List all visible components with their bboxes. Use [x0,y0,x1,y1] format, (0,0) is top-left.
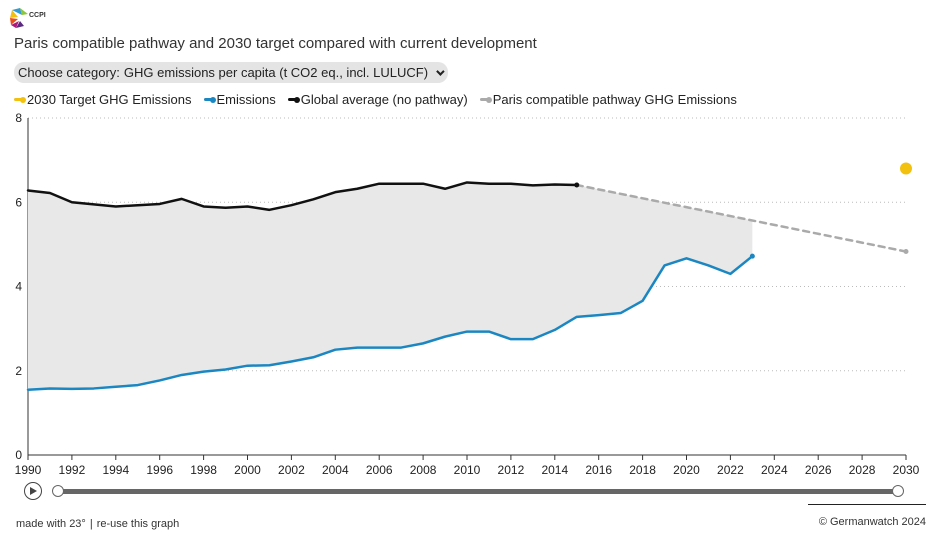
legend-label-paris: Paris compatible pathway GHG Emissions [492,92,737,107]
x-tick-label: 2018 [629,463,656,477]
legend-swatch-icon [479,96,492,103]
x-tick-label: 2020 [673,463,700,477]
chart-title: Paris compatible pathway and 2030 target… [14,35,537,52]
target-2030-point [900,162,912,175]
legend-swatch-icon [287,96,300,103]
legend-label-target: 2030 Target GHG Emissions [27,92,192,107]
x-tick-label: 2004 [322,463,349,477]
legend-label-global: Global average (no pathway) [300,92,468,107]
x-tick-label: 2000 [234,463,261,477]
legend-label-emissions: Emissions [216,92,276,107]
x-tick-label: 2002 [278,463,305,477]
reuse-link[interactable]: re-use this graph [96,518,180,530]
category-dropdown[interactable]: Choose category: GHG emissions per capit… [14,62,449,83]
play-icon[interactable] [24,482,42,500]
legend-item-paris[interactable]: Paris compatible pathway GHG Emissions [479,92,737,107]
x-tick-label: 1996 [146,463,173,477]
x-tick-label: 2008 [410,463,437,477]
divider [808,504,926,505]
x-tick-label: 2022 [717,463,744,477]
emissions-line [26,254,754,391]
x-tick-label: 2014 [541,463,568,477]
footer-separator: | [89,518,93,530]
legend-item-emissions[interactable]: Emissions [203,92,276,107]
global-end-point [574,182,580,188]
x-tick-label: 2006 [366,463,393,477]
logo-text: CCPI [29,12,46,19]
category-value: GHG emissions per capita (t CO2 eq., inc… [123,65,429,80]
x-tick-label: 1998 [190,463,217,477]
legend-swatch-icon [203,96,216,103]
x-tick-label: 2028 [849,463,876,477]
legend-item-target[interactable]: 2030 Target GHG Emissions [14,92,192,107]
made-with-link[interactable]: made with 23° [16,518,86,530]
paris-end-point [903,249,909,255]
x-tick-label: 1994 [102,463,129,477]
chart-svg: 0 2 4 6 8 1990 1992 1994 1996 1998 2000 2002 2004 200… [15,111,920,477]
ccpi-logo [10,8,28,28]
y-tick-label: 6 [15,195,22,209]
x-tick-label: 2024 [761,463,788,477]
timeline-start-handle[interactable] [52,485,64,497]
timeline-end-handle[interactable] [892,485,904,497]
y-tick-label: 4 [15,280,22,294]
timeline-slider[interactable] [24,480,914,502]
x-tick-label: 2010 [454,463,481,477]
y-tick-label: 0 [15,448,22,462]
legend-item-global[interactable]: Global average (no pathway) [287,92,468,107]
legend-swatch-icon [14,96,26,103]
y-tick-label: 8 [15,111,22,125]
y-tick-label: 2 [15,364,22,378]
copyright: © Germanwatch 2024 [818,516,926,528]
x-tick-label: 2030 [893,463,920,477]
x-tick-label: 2026 [805,463,832,477]
global-average-line [26,181,578,212]
x-tick-label: 1992 [59,463,86,477]
x-tick-label: 1990 [15,463,42,477]
gap-area [28,182,753,390]
category-prefix: Choose category: [18,65,120,80]
x-tick-label: 2012 [498,463,525,477]
chart-legend: 2030 Target GHG Emissions Emissions Glob… [14,92,737,107]
timeline-track[interactable] [58,489,898,494]
emissions-end-point [749,253,755,259]
paris-pathway-line [575,183,908,253]
footer-left: made with 23° | re-use this graph [16,518,179,530]
x-tick-label: 2016 [585,463,612,477]
